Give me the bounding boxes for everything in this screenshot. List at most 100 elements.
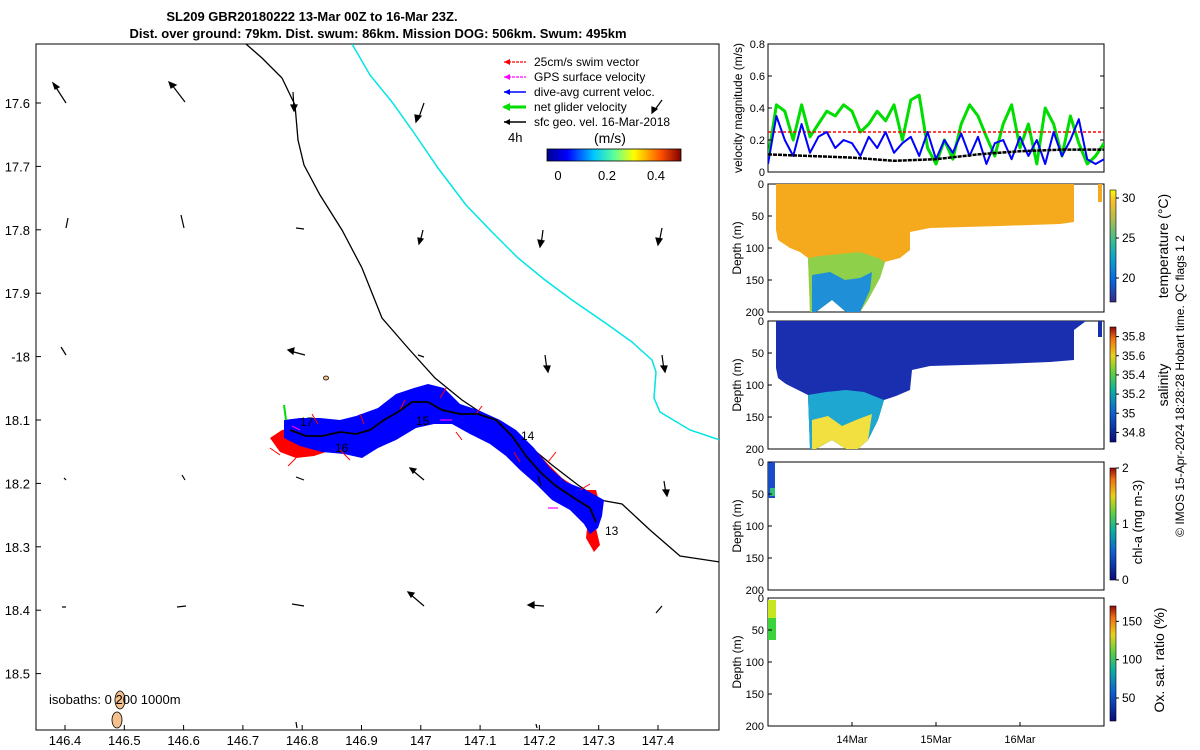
oxygen-ylabel: Depth (m) [730,635,744,688]
geo-vectors [51,80,670,729]
chla-profile-high [770,488,775,496]
velocity-y-tick-label: 0 [759,167,765,179]
time-axis: 14Mar 15Mar 16Mar [836,722,1036,746]
time-tick-label: 15Mar [920,734,952,746]
temperature-y-axis: 0 50 100 150 200 [746,179,772,319]
colorbar-tick: 0.2 [598,168,616,183]
depth-tick-label: 50 [752,625,764,637]
day-label-14: 14 [521,429,535,443]
legend-item-gps: GPS surface velocity [504,70,645,84]
chla-panel: 0 50 100 150 200 0 1 2 Depth (m) chl-a (mg m-3… [730,457,1145,597]
map-x-tick-label: 146.5 [108,733,141,748]
colorbar-tick-label: 35.2 [1122,387,1146,401]
colorbar-tick-label: 1 [1122,517,1129,531]
velocity-series-geo [768,148,1104,163]
depth-tick-label: 50 [752,211,764,223]
colorbar-tick-label: 34.8 [1122,425,1146,439]
map-legend: 25cm/s swim vector GPS surface velocity … [502,55,682,183]
legend-label-dive-avg: dive-avg current veloc. [534,85,655,99]
depth-tick-label: 100 [746,657,764,669]
map-x-tick-label: 147.1 [464,733,497,748]
map-y-axis: 17.6 17.7 17.8 17.9 -18 18.1 18.2 18.3 18.4 18.5 [5,96,41,682]
oxygen-colorbar-ticks: 50 100 150 [1116,614,1142,705]
salinity-ylabel: Depth (m) [730,358,744,411]
salinity-colorbar [1109,326,1117,443]
map-y-tick-label: 18.3 [5,540,30,555]
temperature-colorbar-ticks: 20 25 30 [1116,191,1136,285]
colorbar-tick: 0 [554,168,561,183]
salinity-colorbar-ticks: 34.8 35 35.2 35.4 35.6 35.8 [1116,330,1146,439]
reef-island [111,711,123,729]
colorbar-tick-label: 20 [1122,271,1136,285]
map-x-tick-label: 147.2 [523,733,556,748]
velocity-y-tick-label: 0.4 [750,103,765,115]
oxygen-colorbar-label: Ox. sat. ratio (%) [1151,607,1167,712]
depth-tick-label: 100 [746,521,764,533]
time-tick-label: 14Mar [836,734,868,746]
map-y-tick-label: 17.6 [5,96,30,111]
temperature-colorbar-label: temperature (°C) [1155,194,1171,298]
depth-tick-label: 0 [758,179,764,191]
colorbar-tick-label: 2 [1122,461,1129,475]
depth-tick-label: 150 [746,412,764,424]
map-x-tick-label: 147.3 [582,733,615,748]
depth-tick-label: 200 [746,307,764,319]
oxygen-panel: 0 50 100 150 200 50 100 150 Depth (m) Ox. sat.… [730,593,1167,733]
temperature-panel: 0 50 100 150 200 20 25 30 Depth (m) temperatur… [730,179,1171,319]
chla-colorbar-label: chl-a (mg m-3) [1130,480,1145,565]
salinity-colorbar-label: salinity [1155,364,1171,407]
legend-item-geo: sfc geo. vel. 16-Mar-2018 [504,115,670,129]
day-label-15: 15 [416,414,430,428]
depth-tick-label: 150 [746,553,764,565]
map-x-tick-label: 146.9 [345,733,378,748]
depth-tick-label: 100 [746,243,764,255]
legend-item-net-glider: net glider velocity [502,100,627,114]
colorbar-tick: 0.4 [647,168,665,183]
map-x-tick-label: 146.4 [49,733,82,748]
temperature-colorbar [1109,189,1117,303]
time-tick-label: 16Mar [1004,734,1036,746]
map-x-tick-label: 147.4 [642,733,675,748]
colorbar-tick-label: 150 [1122,614,1142,628]
track-swath-blue [284,384,604,534]
title-line-2: Dist. over ground: 79km. Dist. swum: 86k… [129,26,626,41]
map-y-tick-label: 17.8 [5,223,30,238]
velocity-ylabel: velocity magnitude (m/s) [731,43,745,173]
legend-label-net-glider: net glider velocity [534,100,627,114]
map-y-tick-label: 18.2 [5,476,30,491]
map-y-tick-label: 17.9 [5,286,30,301]
velocity-y-tick-label: 0.8 [750,39,765,51]
depth-tick-label: 50 [752,348,764,360]
colorbar-tick-label: 35.8 [1122,330,1146,344]
map-y-tick-label: 17.7 [5,159,30,174]
salinity-edge-profile [1098,321,1102,337]
map-y-tick-label: 18.4 [5,603,30,618]
legend-item-swim: 25cm/s swim vector [504,55,639,69]
map-y-tick-label: 18.5 [5,667,30,682]
map-x-tick-label: 146.8 [286,733,319,748]
colorbar-tick-label: 100 [1122,653,1142,667]
velocity-y-axis: 0 0.2 0.4 0.6 0.8 [750,39,1104,179]
chla-y-axis: 0 50 100 150 200 [746,457,772,597]
map-x-tick-label: 147 [410,733,432,748]
map-y-tick-label: -18 [11,350,30,365]
velocity-panel: 0 0.2 0.4 0.6 0.8 velocity magnitude (m/s) [731,39,1105,179]
velocity-y-tick-label: 0.6 [750,71,765,83]
velocity-frame [767,43,1105,173]
depth-tick-label: 0 [758,457,764,469]
salinity-panel: 0 50 100 150 200 34.8 35 35.2 35.4 35.6 35.8 Dept… [730,316,1171,456]
isobath-200m [245,44,719,563]
depth-tick-label: 150 [746,689,764,701]
map-panel: 17 16 15 14 13 [5,43,720,748]
map-x-tick-label: 146.6 [167,733,200,748]
colorbar-tick-label: 0 [1122,573,1129,587]
depth-tick-label: 0 [758,316,764,328]
footer-credit: © IMOS 15-Apr-2024 18:28:28 Hobart time.… [1173,235,1187,537]
salinity-y-axis: 0 50 100 150 200 [746,316,772,456]
isobath-1000m [351,44,719,441]
oxygen-colorbar [1109,605,1117,722]
chla-profile [768,462,775,498]
map-x-tick-label: 146.7 [227,733,260,748]
day-label-16: 16 [335,441,349,455]
depth-tick-label: 200 [746,585,764,597]
